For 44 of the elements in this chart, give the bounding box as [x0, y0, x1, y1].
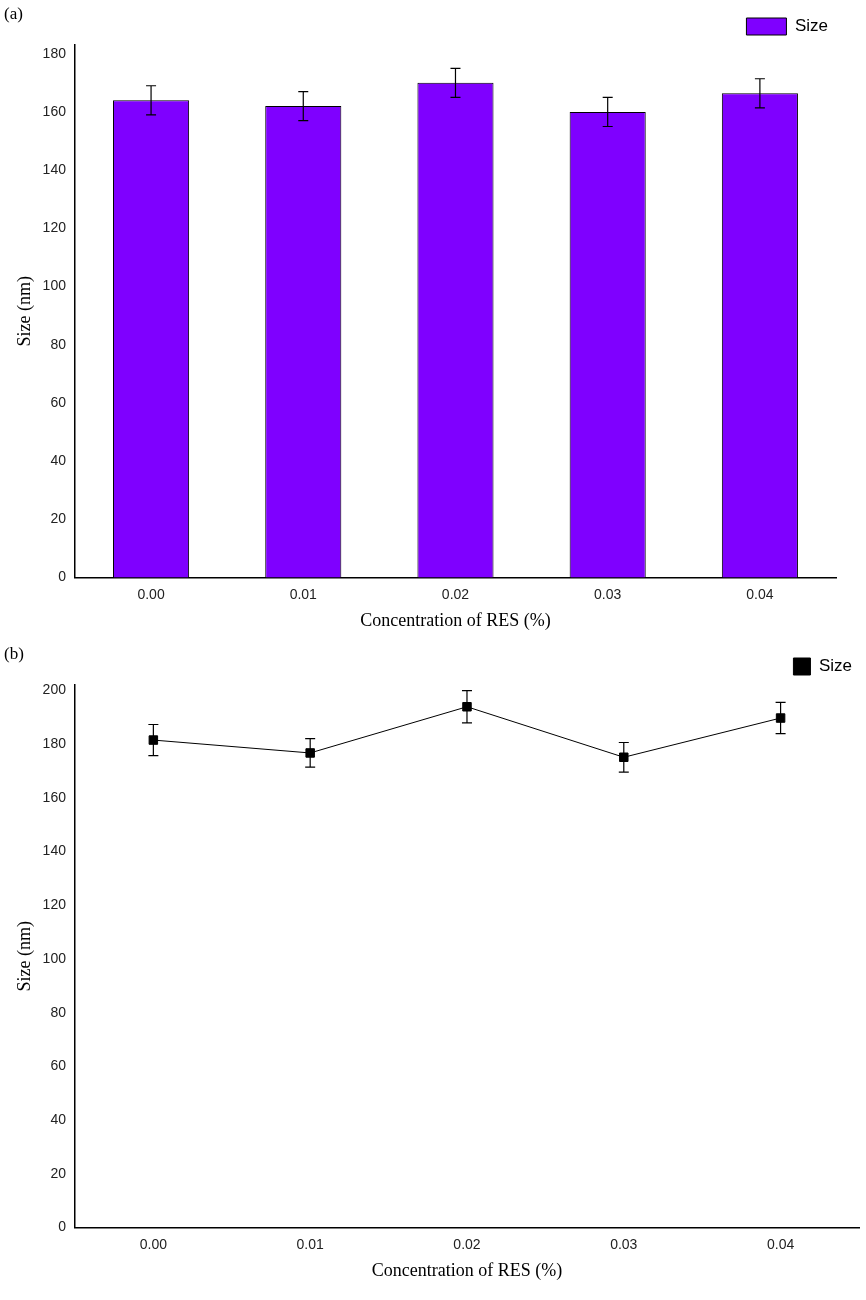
point: [619, 752, 629, 762]
x-tick-label: 0.02: [441, 585, 470, 602]
y-tick-label: 140: [42, 161, 67, 178]
y-tick-label: 180: [42, 44, 67, 61]
x-tick-label: 0.04: [746, 585, 774, 602]
chart-title: (a): [4, 3, 23, 23]
x-axis-title: Concentration of RES (%): [360, 609, 551, 631]
x-tick-label: 0.01: [289, 585, 318, 602]
x-tick-label: 0.00: [139, 1235, 168, 1252]
y-tick-label: 100: [42, 949, 67, 966]
y-tick-label: 180: [42, 734, 67, 751]
point: [148, 735, 159, 745]
y-tick-label: 200: [42, 681, 67, 698]
y-axis-title: Size (nm): [13, 921, 35, 992]
y-tick-label: 160: [42, 788, 67, 805]
x-tick-label: 0.03: [610, 1235, 638, 1252]
y-tick-label: 60: [50, 393, 67, 410]
y-tick-label: 140: [42, 842, 67, 859]
chart-title: (b): [4, 643, 24, 663]
y-tick-label: 100: [42, 277, 67, 294]
x-tick-label: 0.04: [766, 1235, 795, 1252]
y-tick-label: 0: [58, 568, 67, 585]
x-tick-label: 0.03: [594, 585, 622, 602]
x-tick-label: 0.00: [137, 585, 165, 602]
x-tick-label: 0.02: [453, 1235, 481, 1252]
y-tick-label: 120: [42, 219, 67, 236]
y-tick-label: 40: [50, 1111, 67, 1128]
legend-label: Size: [818, 656, 853, 676]
y-axis-title: Size (nm): [13, 276, 35, 347]
x-axis-title: Concentration of RES (%): [371, 1259, 563, 1281]
point: [462, 702, 472, 712]
y-tick-label: 40: [50, 452, 67, 469]
y-tick-label: 0: [58, 1218, 67, 1235]
y-tick-label: 80: [50, 335, 67, 352]
y-tick-label: 60: [50, 1057, 67, 1074]
y-tick-label: 160: [42, 102, 67, 119]
y-tick-label: 80: [50, 1003, 67, 1020]
y-tick-label: 120: [42, 896, 67, 913]
legend-label: Size: [794, 16, 829, 36]
y-tick-label: 20: [50, 1164, 67, 1181]
x-tick-label: 0.01: [296, 1235, 325, 1252]
point: [775, 713, 786, 723]
point: [305, 748, 315, 758]
y-tick-label: 20: [50, 510, 67, 527]
